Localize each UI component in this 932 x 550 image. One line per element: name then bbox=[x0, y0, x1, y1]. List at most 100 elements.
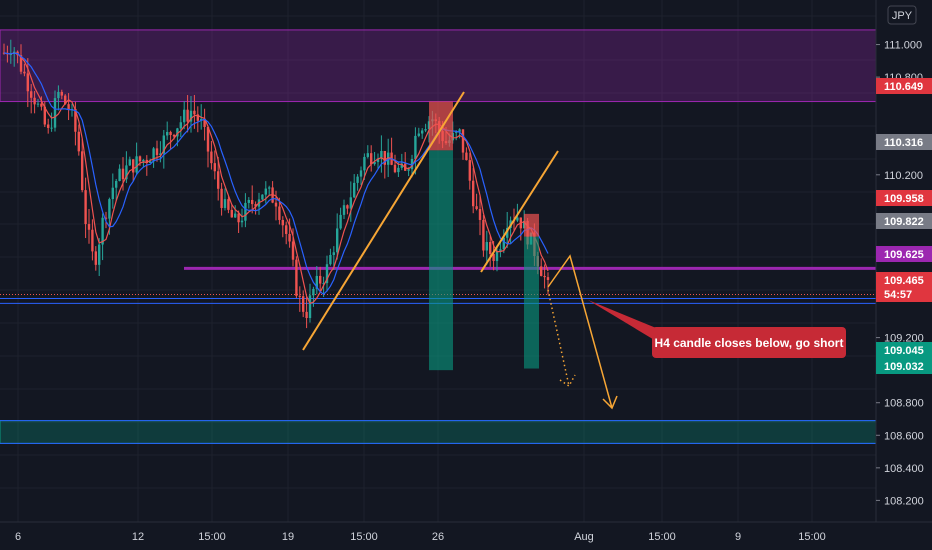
candle-body bbox=[254, 204, 257, 207]
annotation-group: H4 candle closes below, go short bbox=[588, 300, 846, 358]
projection-path bbox=[547, 254, 613, 409]
candle-body bbox=[87, 224, 91, 230]
candle-body bbox=[424, 129, 427, 131]
price-tick-label: 108.800 bbox=[884, 398, 924, 410]
candle-body bbox=[281, 219, 284, 226]
candle-body bbox=[172, 134, 176, 137]
stop-loss-box-2 bbox=[524, 213, 539, 237]
candle-body bbox=[264, 188, 267, 195]
candle-body bbox=[315, 275, 318, 289]
price-tag-label: 110.649 bbox=[884, 81, 923, 93]
candle-body bbox=[268, 187, 271, 189]
candle-body bbox=[203, 119, 206, 127]
price-tag-label: 109.958 bbox=[884, 193, 924, 205]
candle-body bbox=[26, 73, 29, 92]
candle-body bbox=[47, 124, 50, 128]
candle-body bbox=[60, 91, 63, 96]
candle-body bbox=[159, 153, 162, 155]
price-tick-label: 108.400 bbox=[884, 463, 924, 475]
candle-body bbox=[189, 110, 193, 122]
candle-body bbox=[125, 165, 128, 180]
candle-body bbox=[319, 275, 322, 284]
candle-body bbox=[285, 225, 288, 234]
time-axis-bg bbox=[0, 522, 932, 550]
candle-body bbox=[84, 190, 87, 225]
candle-body bbox=[244, 202, 247, 221]
candle-body bbox=[213, 163, 216, 172]
price-tag-label: 109.465 bbox=[884, 275, 924, 287]
candle-body bbox=[179, 122, 182, 129]
price-tag-label: 109.822 bbox=[884, 216, 924, 228]
time-tick-label: 15:00 bbox=[648, 531, 676, 543]
candle-body bbox=[312, 288, 315, 296]
projection-arrowhead bbox=[602, 395, 618, 410]
candle-body bbox=[472, 180, 475, 207]
trend-line-2 bbox=[480, 150, 559, 273]
candle-body bbox=[40, 103, 43, 107]
price-tag-bg bbox=[876, 134, 932, 150]
candle-body bbox=[118, 168, 121, 181]
candle-body bbox=[370, 153, 373, 165]
candle-body bbox=[417, 133, 420, 136]
candle-body bbox=[502, 237, 505, 250]
candle-body bbox=[393, 164, 397, 173]
callout-box bbox=[652, 327, 846, 358]
candle-body bbox=[91, 229, 94, 252]
demand-zone bbox=[0, 420, 877, 444]
candle-body bbox=[104, 217, 108, 219]
price-tag-bg bbox=[876, 246, 932, 262]
candle-body bbox=[540, 266, 543, 276]
candle-body bbox=[387, 152, 390, 165]
candle-body bbox=[291, 241, 295, 260]
candle-body bbox=[478, 208, 482, 220]
price-tick-label: 108.200 bbox=[884, 495, 924, 507]
candle-body bbox=[468, 160, 471, 181]
price-tag-label: 110.316 bbox=[884, 137, 923, 149]
candle-body bbox=[149, 161, 152, 163]
candle-body bbox=[33, 97, 36, 105]
candle-body bbox=[101, 217, 104, 245]
candle-body bbox=[196, 114, 199, 121]
candle-body bbox=[482, 219, 485, 251]
take-profit-box-2 bbox=[524, 236, 539, 369]
candle-body bbox=[19, 55, 23, 72]
candle-body bbox=[152, 148, 155, 162]
candle-body bbox=[234, 213, 237, 218]
candle-body bbox=[492, 253, 495, 262]
candle-body bbox=[43, 106, 46, 125]
candle-body bbox=[81, 151, 84, 191]
candle-body bbox=[57, 91, 60, 99]
candle-body bbox=[186, 109, 189, 122]
candle-body bbox=[23, 71, 26, 74]
time-tick-label: 15:00 bbox=[350, 531, 378, 543]
candle-body bbox=[356, 176, 359, 183]
candle-body bbox=[414, 135, 417, 160]
ma-slow-line bbox=[3, 52, 549, 296]
candle-body bbox=[346, 205, 349, 209]
price-tag-label: 109.625 bbox=[884, 249, 924, 261]
candle-body bbox=[98, 244, 101, 265]
time-tick-label: 12 bbox=[132, 531, 144, 543]
candle-body bbox=[176, 128, 179, 137]
candle-body bbox=[9, 54, 12, 56]
candle-body bbox=[230, 209, 233, 218]
candle-body bbox=[115, 180, 118, 188]
candle-body bbox=[397, 167, 400, 173]
candle-body bbox=[359, 170, 363, 177]
candle-body bbox=[298, 295, 301, 297]
zones bbox=[0, 29, 877, 444]
candle-body bbox=[543, 275, 546, 278]
candle-body bbox=[142, 159, 145, 162]
candle-body bbox=[499, 249, 502, 252]
dotted-projection bbox=[547, 289, 570, 387]
candle-body bbox=[349, 197, 352, 209]
candle-body bbox=[67, 104, 70, 110]
time-tick-label: 15:00 bbox=[798, 531, 826, 543]
candle-body bbox=[421, 130, 424, 134]
dotted-arrowhead bbox=[559, 374, 576, 388]
candle-body bbox=[458, 129, 461, 132]
candle-body bbox=[305, 311, 308, 319]
candle-body bbox=[342, 205, 346, 215]
